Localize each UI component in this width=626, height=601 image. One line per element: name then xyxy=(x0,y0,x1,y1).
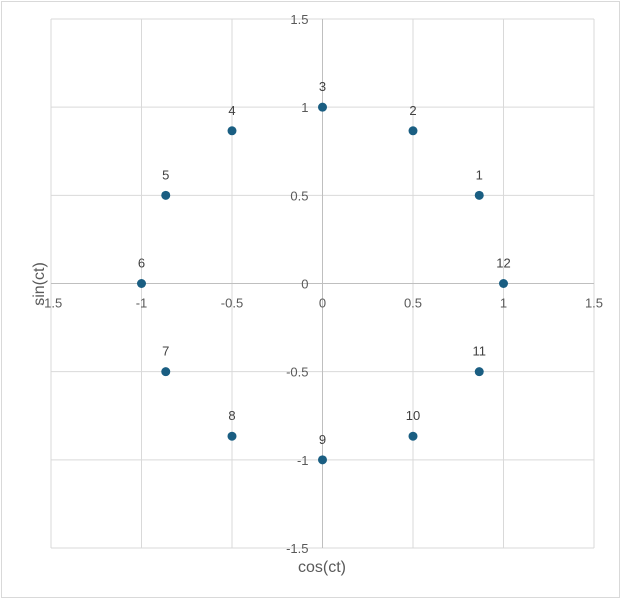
data-point-marker xyxy=(227,431,237,441)
gridlines xyxy=(50,18,595,549)
data-point-marker xyxy=(161,367,171,377)
y-tick-label: 0.5 xyxy=(290,188,308,203)
data-point-marker xyxy=(474,190,484,200)
data-point-marker xyxy=(318,455,327,465)
y-axis-tick-labels: 1.5 1 0.5 0 -0.5 -1 -1.5 xyxy=(286,12,308,556)
data-point-label: 4 xyxy=(228,103,235,118)
y-tick-label: 1 xyxy=(301,100,308,115)
data-point-marker xyxy=(408,431,418,441)
x-tick-label: 0.5 xyxy=(404,296,422,311)
data-point-label: 3 xyxy=(319,79,326,94)
x-axis-tick-labels: -1.5 -1 -0.5 0 0.5 1 1.5 xyxy=(40,296,603,311)
data-point-marker xyxy=(227,126,237,136)
data-point-label: 2 xyxy=(409,103,416,118)
x-tick-label: -0.5 xyxy=(221,296,243,311)
y-tick-label: 0 xyxy=(301,277,308,292)
data-point-label: 8 xyxy=(228,408,235,423)
data-point-marker xyxy=(499,279,508,288)
data-point-label: 9 xyxy=(319,432,326,447)
data-point-label: 1 xyxy=(476,167,483,182)
data-point-marker xyxy=(474,367,484,377)
data-point-marker xyxy=(137,279,146,288)
data-point-label: 5 xyxy=(162,167,169,182)
data-point-label: 10 xyxy=(406,408,420,423)
y-tick-label: -1 xyxy=(297,453,309,468)
y-tick-label: 1.5 xyxy=(290,12,308,27)
data-point-label: 11 xyxy=(472,344,486,359)
data-point-marker xyxy=(318,102,327,112)
y-axis-title: sin(ct) xyxy=(31,262,48,306)
x-tick-label: 1 xyxy=(500,296,507,311)
x-tick-label: 1.5 xyxy=(585,296,603,311)
data-point-label: 7 xyxy=(162,344,169,359)
y-tick-label: -1.5 xyxy=(286,541,308,556)
data-point-label: 6 xyxy=(138,256,145,271)
x-axis-title: cos(ct) xyxy=(298,559,346,576)
data-point-marker xyxy=(161,190,171,200)
y-tick-label: -0.5 xyxy=(286,365,308,380)
x-tick-label: 0 xyxy=(319,296,326,311)
data-point-marker xyxy=(408,126,418,136)
x-tick-label: -1.5 xyxy=(40,296,62,311)
data-point-label: 12 xyxy=(496,256,510,271)
x-tick-label: -1 xyxy=(136,296,148,311)
